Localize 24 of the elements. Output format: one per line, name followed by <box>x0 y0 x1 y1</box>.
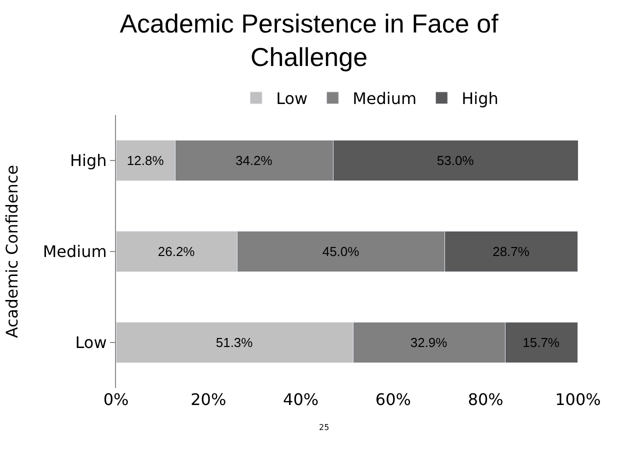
legend-label: High <box>462 89 498 108</box>
data-label: 34.2% <box>235 153 273 168</box>
x-tick-label: 20% <box>190 390 226 409</box>
data-label: 51.3% <box>216 335 254 350</box>
chart-title: Academic Persistence in Face of Challenge <box>120 8 500 72</box>
text: 25 <box>319 423 330 432</box>
data-label: 32.9% <box>410 335 448 350</box>
legend-label: Low <box>276 89 308 108</box>
x-tick-label: 60% <box>375 390 411 409</box>
y-tick-label: High <box>70 151 107 170</box>
y-tick-label: Low <box>75 333 107 352</box>
data-label: 28.7% <box>492 244 530 260</box>
x-tick-label: 100% <box>555 390 601 409</box>
data-label: 12.8% <box>126 153 164 168</box>
data-label: 26.2% <box>158 244 196 260</box>
data-label: 15.7% <box>522 335 560 350</box>
y-tick-label: Medium <box>42 242 107 262</box>
legend-label: Medium <box>352 89 417 108</box>
y-axis-title: Academic Confidence <box>2 164 22 338</box>
x-tick-label: 0% <box>103 390 129 409</box>
data-label: 45.0% <box>322 244 360 260</box>
data-label: 53.0% <box>436 153 474 168</box>
x-tick-label: 40% <box>283 390 319 409</box>
x-tick-label: 80% <box>468 390 504 409</box>
